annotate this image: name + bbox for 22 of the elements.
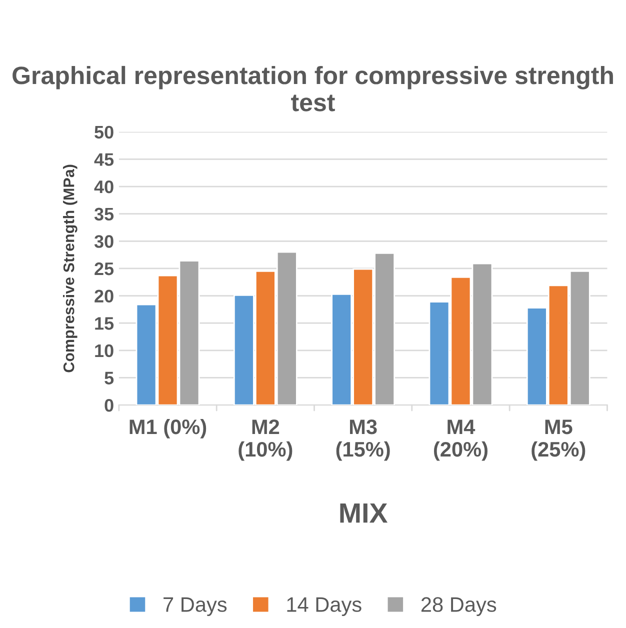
y-tick-label: 15	[95, 317, 114, 330]
y-tick-label: 20	[94, 290, 114, 303]
y-tick-label: 0	[104, 398, 114, 412]
legend-label: 28 Days	[421, 597, 496, 616]
y-tick-label: 30	[94, 235, 114, 248]
x-tick-label: M5 (25%)	[532, 420, 586, 461]
legend-label: 7 Days	[164, 597, 227, 616]
y-tick-label: 5	[104, 372, 114, 384]
y-tick-label: 35	[94, 208, 114, 221]
y-tick-label: 50	[94, 126, 114, 139]
y-tick-label: 45	[94, 153, 114, 166]
x-axis-title: MIX	[340, 503, 388, 523]
chart-title: Graphical representation for compressive strength test	[12, 66, 613, 112]
x-tick-label: M2 (10%)	[238, 420, 292, 461]
x-tick-label: M1 (0%)	[130, 418, 206, 438]
y-tick-label: 40	[94, 180, 114, 194]
y-tick-label: 10	[95, 344, 114, 358]
x-tick-label: M3 (15%)	[336, 420, 390, 461]
y-tick-label: 25	[94, 262, 114, 276]
y-axis-title: Compressive Strength (MPa)	[63, 164, 78, 372]
legend-label: 14 Days	[287, 597, 362, 616]
x-tick-label: M4 (20%)	[434, 420, 488, 461]
